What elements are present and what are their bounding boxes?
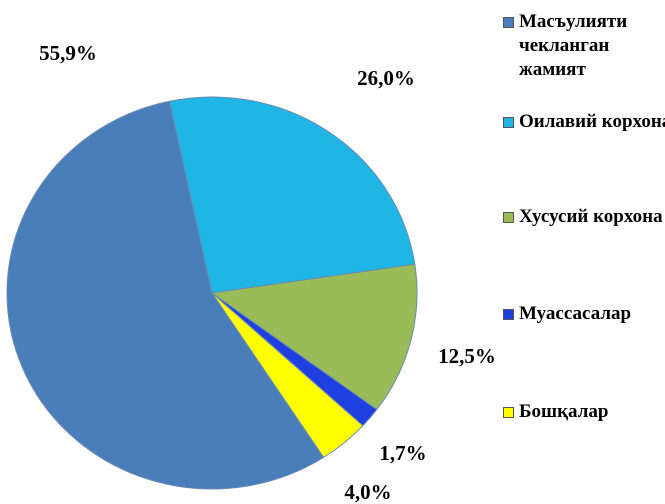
legend-item: Масъулияти чекланган жамият (503, 10, 665, 82)
legend-item: Оилавий корхона (503, 110, 665, 134)
legend-item: Бошқалар (503, 400, 665, 424)
legend-item: Хусусий корхона (503, 205, 665, 229)
legend-swatch (503, 212, 514, 223)
legend-label: Оилавий корхона (519, 111, 665, 132)
pie-slice (211, 292, 364, 459)
legend-item: Муассасалар (503, 302, 665, 326)
pie-slice (168, 96, 416, 294)
legend-label: Бошқалар (519, 401, 609, 422)
data-label: 4,0% (344, 480, 391, 504)
legend-label: Хусусий корхона (519, 206, 663, 227)
legend-label: Муассасалар (519, 303, 632, 324)
pie-slice (210, 263, 418, 411)
legend-swatch (503, 407, 514, 418)
data-label: 26,0% (357, 66, 415, 90)
legend-swatch (503, 17, 514, 28)
data-label: 1,7% (379, 441, 426, 465)
data-label: 12,5% (438, 344, 496, 368)
pie-slice (6, 100, 325, 490)
legend-swatch (503, 309, 514, 320)
data-label: 55,9% (39, 41, 97, 65)
legend-swatch (503, 117, 514, 128)
legend-label: Масъулияти чекланган жамият (519, 11, 628, 80)
